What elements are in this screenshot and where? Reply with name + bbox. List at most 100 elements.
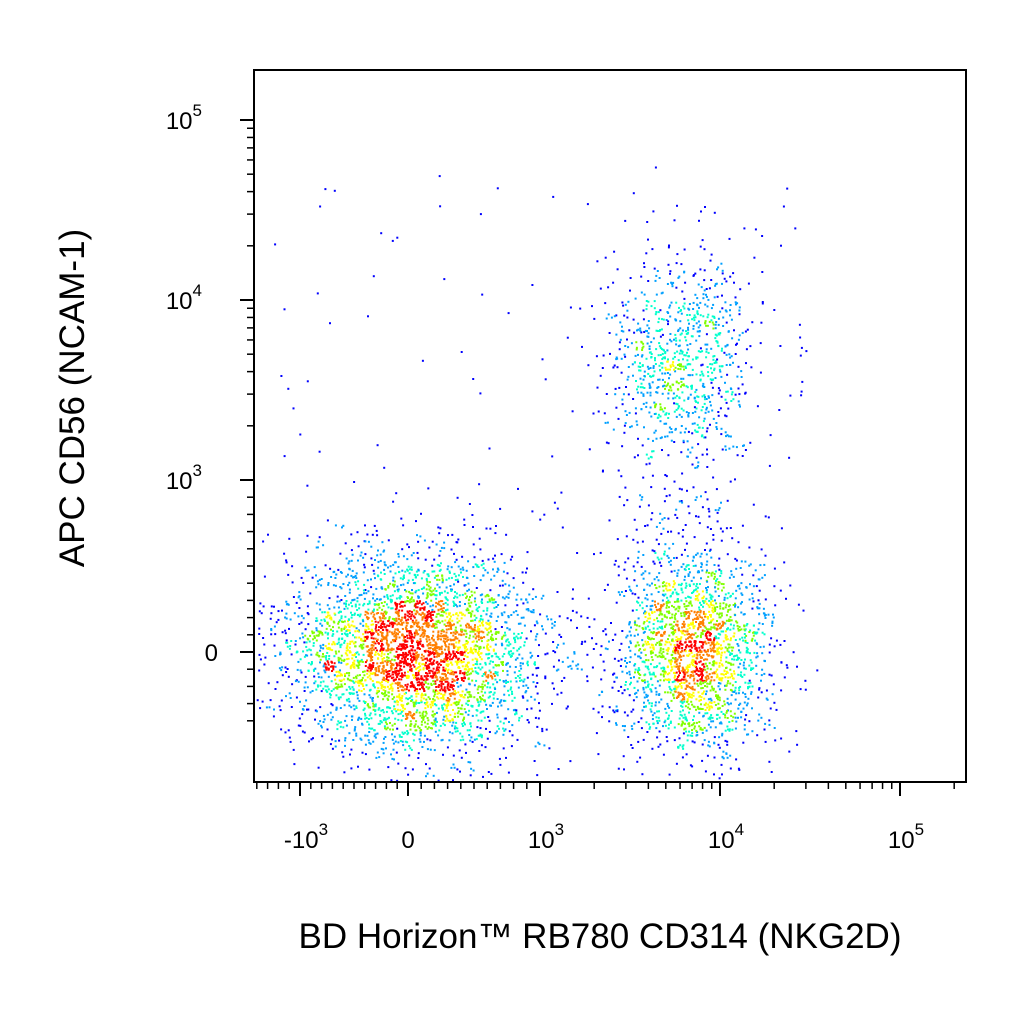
event-dot (421, 681, 424, 684)
event-dot (520, 632, 523, 634)
event-dot (331, 716, 334, 719)
event-dot (651, 673, 654, 676)
event-dot (724, 593, 727, 596)
event-dot (355, 664, 358, 667)
event-dot (712, 611, 715, 614)
event-dot (683, 713, 686, 716)
event-dot (337, 622, 340, 625)
event-dot (751, 707, 753, 710)
event-dot (376, 695, 379, 698)
event-dot (621, 725, 624, 727)
event-dot (751, 685, 754, 688)
event-dot (468, 682, 471, 685)
event-dot (652, 631, 655, 634)
event-dot (334, 577, 337, 579)
event-dot (408, 711, 411, 713)
event-dot (423, 690, 426, 692)
event-dot (454, 603, 457, 606)
event-dot (732, 716, 735, 719)
event-dot (676, 658, 679, 661)
event-dot (701, 663, 704, 666)
event-dot (427, 696, 430, 699)
event-dot (481, 686, 484, 688)
event-dot (350, 706, 353, 709)
event-dot (492, 672, 495, 675)
event-dot (348, 581, 351, 584)
event-dot (536, 633, 539, 636)
event-dot (280, 728, 283, 731)
event-dot (756, 607, 759, 610)
event-dot (402, 732, 405, 735)
event-dot (500, 704, 503, 707)
event-dot (520, 598, 523, 601)
event-dot (387, 695, 390, 698)
event-dot (418, 601, 421, 604)
event-dot (466, 577, 469, 579)
event-dot (305, 699, 308, 702)
event-dot (415, 720, 418, 723)
event-dot (366, 669, 369, 672)
event-dot (429, 650, 432, 653)
event-dot (779, 643, 782, 646)
event-dot (466, 607, 469, 610)
event-dot (708, 621, 711, 624)
event-dot (644, 705, 647, 708)
event-dot (355, 636, 358, 639)
event-dot (377, 657, 380, 660)
event-dot (465, 596, 468, 599)
event-dot (664, 691, 667, 694)
event-dot (783, 676, 786, 679)
event-dot (321, 631, 323, 634)
event-dot (475, 587, 478, 589)
event-dot (367, 617, 370, 619)
event-dot (364, 679, 367, 682)
event-dot (733, 712, 736, 715)
event-dot (315, 574, 317, 577)
event-dot (477, 701, 480, 704)
event-dot (378, 606, 381, 609)
event-dot (326, 621, 329, 624)
event-dot (670, 666, 673, 669)
event-dot (656, 627, 659, 630)
event-dot (518, 719, 520, 722)
event-dot (509, 558, 512, 561)
event-dot (436, 692, 439, 695)
event-dot (637, 596, 640, 599)
event-dot (422, 688, 425, 691)
event-dot (691, 729, 693, 732)
event-dot (453, 693, 456, 696)
event-dot (440, 605, 443, 608)
event-dot (329, 696, 332, 699)
event-dot (343, 641, 346, 644)
event-dot (519, 646, 522, 649)
event-dot (435, 543, 438, 546)
event-dot (435, 676, 438, 679)
event-dot (477, 635, 480, 638)
event-dot (489, 626, 492, 629)
event-dot (486, 601, 489, 604)
event-dot (412, 684, 415, 687)
event-dot (406, 685, 409, 688)
event-dot (391, 724, 394, 727)
event-dot (402, 674, 405, 677)
event-dot (489, 589, 492, 592)
event-dot (682, 629, 685, 632)
event-dot (391, 682, 394, 685)
event-dot (258, 627, 261, 630)
event-dot (423, 608, 426, 611)
event-dot (399, 740, 402, 742)
event-dot (327, 667, 330, 670)
event-dot (363, 563, 366, 566)
event-dot (712, 649, 715, 652)
event-dot (504, 699, 507, 702)
event-dot (450, 766, 453, 769)
event-dot (385, 680, 388, 682)
event-dot (285, 612, 288, 615)
event-dot (403, 688, 406, 691)
event-dot (346, 677, 349, 680)
event-dot (532, 611, 535, 614)
event-dot (603, 589, 606, 591)
event-dot (315, 546, 318, 549)
event-dot (365, 717, 368, 719)
event-dot (551, 622, 554, 625)
